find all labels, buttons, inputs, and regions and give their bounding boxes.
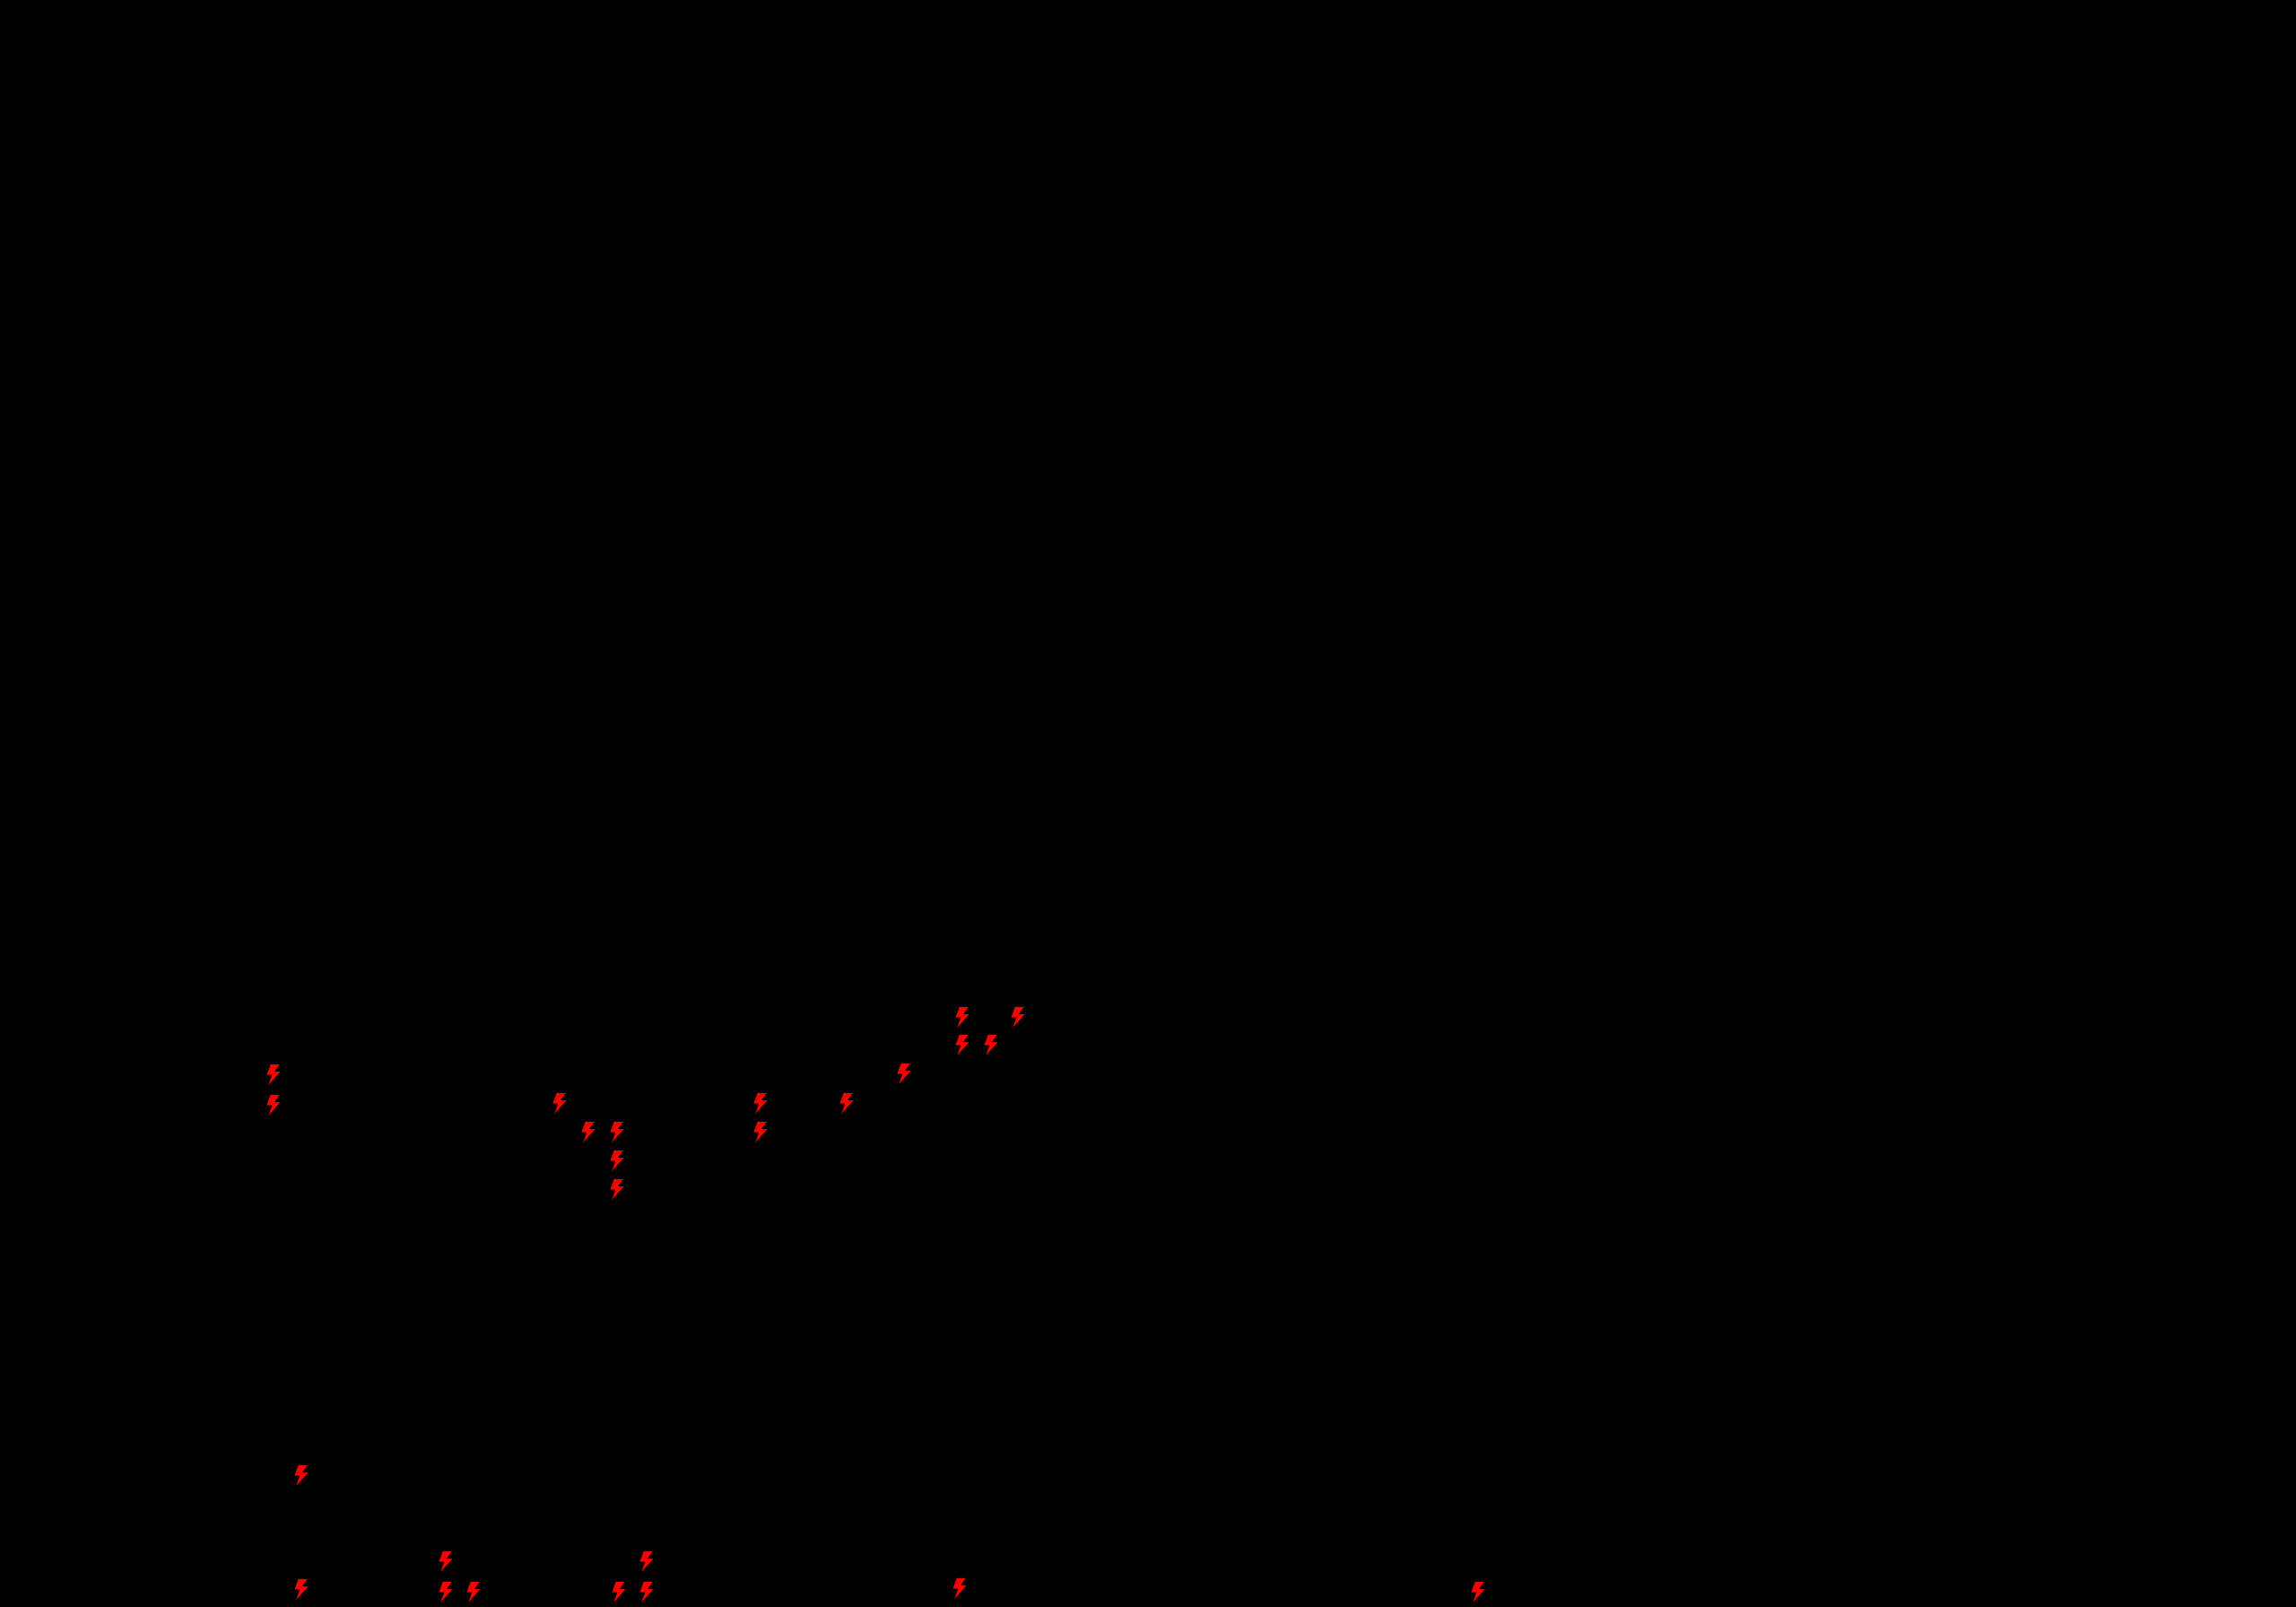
lightning-bolt-icon[interactable]	[638, 1580, 656, 1604]
lightning-bolt-icon[interactable]	[579, 1120, 597, 1144]
lightning-bolt-icon[interactable]	[465, 1580, 483, 1604]
lightning-bolt-icon[interactable]	[982, 1033, 1000, 1057]
lightning-bolt-icon[interactable]	[265, 1093, 283, 1117]
lightning-bolt-icon[interactable]	[608, 1177, 626, 1202]
lightning-bolt-icon[interactable]	[292, 1464, 310, 1488]
lightning-bolt-icon[interactable]	[752, 1120, 770, 1144]
lightning-bolt-icon[interactable]	[437, 1550, 455, 1574]
lightning-bolt-icon[interactable]	[895, 1062, 913, 1086]
lightning-bolt-icon[interactable]	[838, 1091, 856, 1116]
lightning-bolt-icon[interactable]	[610, 1580, 628, 1604]
lightning-bolt-icon[interactable]	[953, 1033, 971, 1057]
lightning-bolt-icon[interactable]	[437, 1580, 455, 1604]
lightning-bolt-icon[interactable]	[1009, 1005, 1027, 1029]
lightning-bolt-icon[interactable]	[292, 1577, 310, 1602]
lightning-bolt-icon[interactable]	[608, 1120, 626, 1144]
lightning-bolt-icon[interactable]	[752, 1091, 770, 1116]
lightning-bolt-icon[interactable]	[551, 1091, 569, 1116]
lightning-bolt-icon[interactable]	[638, 1550, 656, 1574]
lightning-bolt-icon[interactable]	[1469, 1580, 1487, 1604]
lightning-bolt-icon[interactable]	[953, 1005, 971, 1029]
lightning-bolt-icon[interactable]	[951, 1577, 969, 1601]
lightning-bolt-icon[interactable]	[265, 1063, 283, 1087]
lightning-bolt-icon[interactable]	[608, 1149, 626, 1173]
